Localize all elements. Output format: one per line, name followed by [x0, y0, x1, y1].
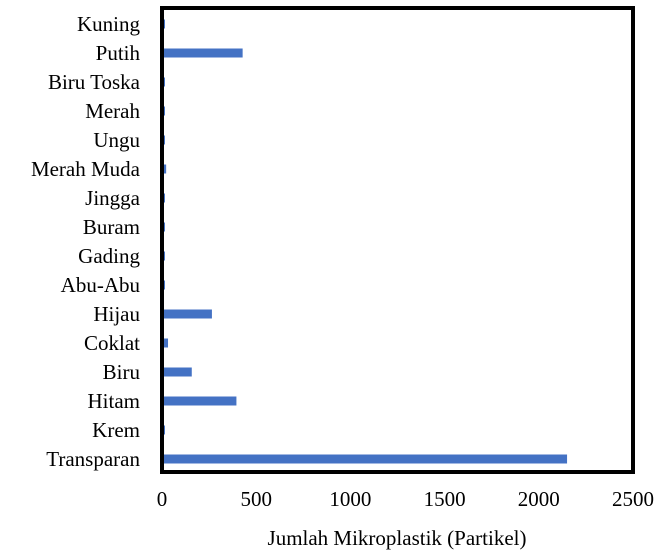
category-label: Krem [92, 418, 140, 442]
category-label: Kuning [77, 12, 141, 36]
category-label: Transparan [46, 447, 140, 471]
x-tick-label: 1500 [424, 487, 466, 511]
x-tick-label: 2000 [518, 487, 560, 511]
bar-merah-muda [163, 164, 167, 174]
category-label: Hijau [93, 302, 140, 326]
x-axis-label: Jumlah Mikroplastik (Partikel) [268, 526, 527, 550]
category-label: Coklat [84, 331, 140, 355]
x-tick-labels: 0 500 1000 1500 2000 2500 [157, 487, 654, 511]
category-label: Biru Toska [48, 70, 141, 94]
category-label: Abu-Abu [61, 273, 141, 297]
plot-frame [160, 6, 635, 474]
category-label: Merah [85, 99, 140, 123]
x-tick-label: 2500 [612, 487, 654, 511]
category-label: Ungu [93, 128, 140, 152]
category-label: Merah Muda [31, 157, 141, 181]
x-tick-label: 500 [240, 487, 272, 511]
x-tick-label: 1000 [329, 487, 371, 511]
category-label: Putih [96, 41, 141, 65]
category-label: Buram [83, 215, 140, 239]
bar-transparan [163, 454, 568, 464]
category-label: Jingga [85, 186, 141, 210]
category-label: Biru [103, 360, 141, 384]
x-tick-label: 0 [157, 487, 168, 511]
category-label: Hitam [88, 389, 141, 413]
bar-coklat [163, 338, 169, 348]
bars-layer [163, 19, 568, 464]
bar-hijau [163, 309, 212, 319]
category-label: Gading [78, 244, 140, 268]
bar-hitam [163, 396, 237, 406]
y-category-labels: Transparan Krem Hitam Biru Coklat Hijau Abu-Ab… [31, 12, 141, 471]
bar-putih [163, 48, 243, 58]
bar-biru [163, 367, 192, 377]
